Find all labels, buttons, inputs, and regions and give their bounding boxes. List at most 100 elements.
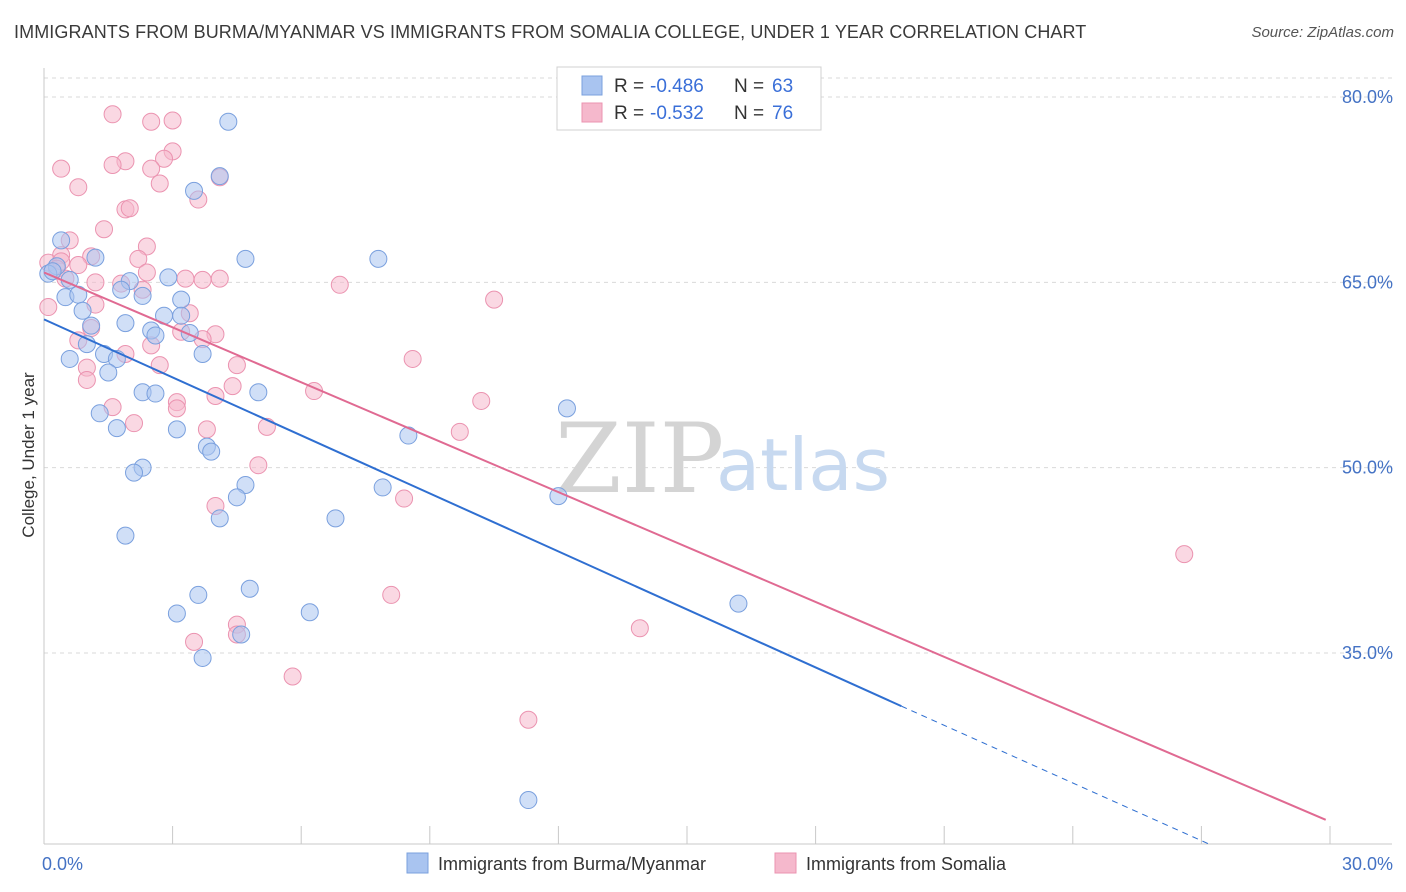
x-tick-label: 30.0% [1342,854,1393,874]
burma-point [116,526,135,545]
burma-point [133,286,152,305]
somalia-point [176,269,195,288]
somalia-point [185,632,204,651]
somalia-point [150,174,169,193]
somalia-point [330,275,349,294]
somalia-point [86,273,105,292]
burma-point [202,442,221,461]
y-tick-label: 65.0% [1342,272,1393,292]
burma-point [146,326,165,345]
bottom-legend: Immigrants from Burma/Myanmar Immigrants… [406,852,1007,874]
burma-points [39,112,748,810]
y-tick-label: 50.0% [1342,458,1393,478]
somalia-point [142,112,161,131]
somalia-point [39,298,58,317]
burma-point [373,478,392,497]
somalia-point [283,667,302,686]
somalia-point [223,377,242,396]
somalia-point [630,619,649,638]
burma-point [125,463,144,482]
burma-point [172,306,191,325]
burma-point [227,488,246,507]
bottom-legend-label-somalia: Immigrants from Somalia [806,854,1007,874]
somalia-point [142,159,161,178]
somalia-point [52,159,71,178]
legend: R = -0.486 N = 63 R = -0.532 N = 76 [556,66,822,131]
somalia-point [210,269,229,288]
x-tick-labels: 0.0% 30.0% [42,854,1393,874]
burma-point [172,290,191,309]
burma-point [236,249,255,268]
somalia-point [395,489,414,508]
watermark-zip: ZIP [555,403,724,515]
somalia-point [129,249,148,268]
somalia-point [120,199,139,218]
watermark: ZIP atlas [555,403,890,515]
burma-point [112,280,131,299]
burma-point [86,248,105,267]
burma-point [99,363,118,382]
somalia-point [103,155,122,174]
burma-trend-line [43,318,902,708]
bottom-legend-swatch-burma [406,852,429,874]
somalia-point [1175,545,1194,564]
burma-point [189,585,208,604]
burma-point [240,579,259,598]
somalia-point [163,111,182,130]
legend-n-label-somalia: N = [734,103,764,124]
bottom-legend-swatch-somalia [774,852,797,874]
somalia-point [95,220,114,239]
burma-point [326,509,345,528]
legend-r-label-burma: R = [614,76,644,97]
burma-point [369,249,388,268]
burma-point [193,344,212,363]
somalia-point [249,456,268,475]
x-tick-label: 0.0% [42,854,83,874]
burma-point [236,475,255,494]
somalia-point [137,237,156,256]
burma-point [167,604,186,623]
burma-point [73,301,92,320]
somalia-point [155,149,174,168]
y-tick-label: 35.0% [1342,643,1393,663]
burma-point [52,231,71,250]
somalia-point [403,349,422,368]
y-axis-label: College, Under 1 year [19,372,38,538]
burma-point [232,625,251,644]
bottom-legend-label-burma: Immigrants from Burma/Myanmar [438,854,706,874]
burma-point [557,399,576,418]
burma-point [729,594,748,613]
burma-point [107,419,126,438]
legend-n-value-somalia: 76 [772,103,793,124]
gridlines [44,77,1392,654]
somalia-point [103,105,122,124]
somalia-point [472,391,491,410]
legend-swatch-burma [581,75,603,96]
burma-point [519,791,538,810]
legend-n-label-burma: N = [734,76,764,97]
somalia-trend-line [43,271,1327,821]
chart-source: Source: ZipAtlas.com [1251,24,1394,41]
somalia-point [137,263,156,282]
somalia-point [125,414,144,433]
burma-point [146,384,165,403]
somalia-point [519,710,538,729]
somalia-point [197,420,216,439]
burma-trend-extension [901,705,1211,845]
somalia-point [167,399,186,418]
x-ticks [43,826,1331,844]
burma-point [193,648,212,667]
legend-r-value-somalia: -0.532 [650,103,704,124]
burma-point [185,181,204,200]
burma-point [167,420,186,439]
trend-lines [43,271,1327,845]
chart-title: IMMIGRANTS FROM BURMA/MYANMAR VS IMMIGRA… [14,22,1087,42]
burma-point [116,314,135,333]
y-tick-label: 80.0% [1342,87,1393,107]
somalia-point [227,356,246,375]
somalia-point [69,178,88,197]
burma-point [43,262,62,281]
somalia-point [77,370,96,389]
legend-r-label-somalia: R = [614,103,644,124]
